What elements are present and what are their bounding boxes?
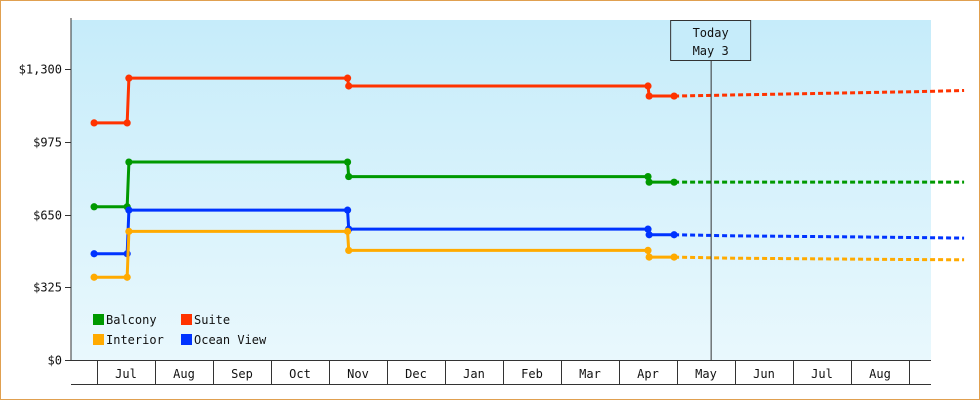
- legend-swatch: [93, 314, 104, 325]
- data-point: [343, 206, 352, 214]
- y-tick-label: $1,300: [19, 63, 62, 77]
- data-point: [90, 203, 98, 211]
- x-tick-label: Jul: [811, 367, 833, 381]
- x-tick-label: Jun: [753, 367, 775, 381]
- x-tick-label: Feb: [521, 367, 543, 381]
- x-tick-label: Sep: [231, 367, 253, 381]
- today-date: May 3: [693, 44, 729, 58]
- forecast-line-ocean-view: [674, 233, 965, 240]
- x-tick-label: Apr: [637, 367, 659, 381]
- data-point: [670, 178, 678, 186]
- x-tick-label: Aug: [173, 367, 195, 381]
- y-tick-label: $325: [33, 281, 62, 295]
- x-tick-label: Oct: [289, 367, 311, 381]
- data-point: [645, 92, 653, 100]
- data-point: [644, 225, 652, 233]
- plot-area: [71, 20, 931, 360]
- data-point: [123, 273, 131, 281]
- data-point: [125, 74, 133, 82]
- data-point: [123, 119, 131, 127]
- data-point: [644, 246, 652, 254]
- data-point: [345, 82, 353, 90]
- legend-swatch: [181, 314, 192, 325]
- data-point: [343, 74, 352, 82]
- data-point: [90, 250, 98, 258]
- data-point: [670, 92, 678, 100]
- x-tick-label: May: [695, 367, 717, 381]
- y-tick-label: $975: [33, 136, 62, 150]
- data-point: [343, 158, 352, 166]
- x-tick-label: Dec: [405, 367, 427, 381]
- y-tick-label: $650: [33, 209, 62, 223]
- today-box: [670, 20, 752, 61]
- data-point: [125, 158, 133, 166]
- data-point: [125, 227, 133, 235]
- x-tick-label: Mar: [579, 367, 601, 381]
- x-tick-label: Jul: [115, 367, 137, 381]
- data-point: [345, 246, 353, 254]
- data-point: [90, 273, 98, 281]
- data-point: [645, 231, 653, 239]
- x-tick-label: Aug: [869, 367, 891, 381]
- data-point: [343, 227, 352, 235]
- legend-swatch: [181, 334, 192, 345]
- legend-label: Interior: [106, 333, 164, 347]
- legend-swatch: [93, 334, 104, 345]
- x-tick-label: Nov: [347, 367, 369, 381]
- data-point: [644, 82, 652, 90]
- legend-label: Balcony: [106, 313, 157, 327]
- data-point: [345, 172, 353, 181]
- legend-label: Suite: [194, 313, 230, 327]
- legend-label: Ocean View: [194, 333, 267, 347]
- forecast-line-suite: [674, 88, 965, 98]
- data-point: [645, 253, 653, 261]
- data-point: [670, 231, 678, 239]
- data-point: [125, 206, 133, 214]
- today-label: Today: [693, 26, 729, 40]
- data-point: [90, 119, 98, 127]
- x-tick-label: Jan: [463, 367, 485, 381]
- data-point: [644, 172, 652, 181]
- data-point: [645, 178, 653, 186]
- data-point: [670, 253, 678, 261]
- y-tick-label: $0: [48, 354, 62, 368]
